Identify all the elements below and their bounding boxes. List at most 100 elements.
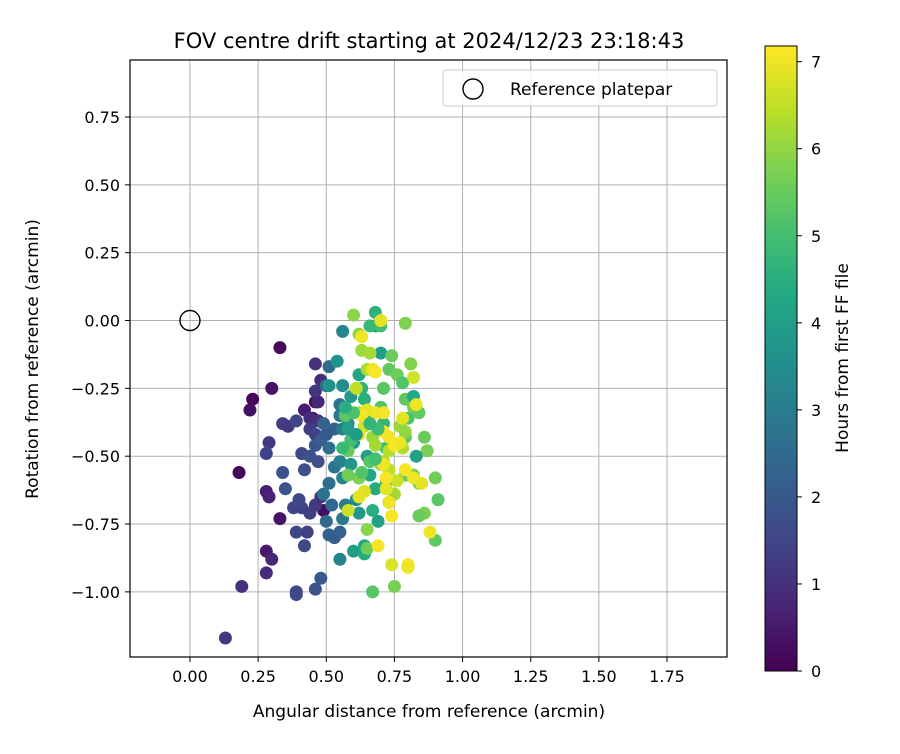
- data-point: [368, 438, 382, 452]
- data-point: [289, 414, 303, 428]
- data-point: [292, 493, 306, 507]
- data-point: [336, 324, 350, 338]
- x-tick-label: 1.50: [581, 667, 617, 686]
- y-tick-label: 0.00: [84, 312, 120, 331]
- data-point: [415, 476, 429, 490]
- reference-point: [179, 309, 201, 332]
- reference-marker: [179, 309, 201, 332]
- data-point: [341, 503, 355, 517]
- x-tick-label: 1.75: [649, 667, 685, 686]
- data-point: [322, 441, 336, 455]
- data-point: [396, 411, 410, 425]
- data-point: [382, 495, 396, 509]
- colorbar: 0 1 2 3 4 5 6 7 Hours from first FF file: [764, 45, 853, 681]
- data-point: [387, 579, 401, 593]
- colorbar-tick-label: 6: [811, 140, 821, 159]
- data-point: [360, 522, 374, 536]
- colorbar-tick-label: 0: [811, 662, 821, 681]
- data-point: [300, 525, 314, 539]
- colorbar-tick-label: 3: [811, 401, 821, 420]
- data-point: [308, 357, 322, 371]
- data-point: [308, 582, 322, 596]
- y-tick-label: 0.75: [84, 108, 120, 127]
- data-point: [360, 541, 374, 555]
- data-point: [333, 552, 347, 566]
- data-point: [352, 506, 366, 520]
- data-point: [338, 400, 352, 414]
- data-point: [322, 379, 336, 393]
- data-point: [314, 433, 328, 447]
- data-point: [431, 493, 445, 507]
- data-point: [297, 539, 311, 553]
- data-point: [265, 381, 279, 395]
- data-point: [317, 487, 331, 501]
- data-point: [317, 417, 331, 431]
- data-point: [428, 471, 442, 485]
- colorbar-tick-label: 1: [811, 575, 821, 594]
- data-point: [366, 503, 380, 517]
- data-point: [390, 474, 404, 488]
- grid-lines: [130, 60, 727, 657]
- y-tick-label: 0.25: [84, 244, 120, 263]
- data-point: [417, 430, 431, 444]
- colorbar-gradient: [764, 45, 798, 672]
- x-tick-label: 0.25: [240, 667, 276, 686]
- x-tick-label: 0.75: [377, 667, 413, 686]
- data-point: [218, 631, 232, 645]
- data-point: [278, 482, 292, 496]
- data-point: [379, 482, 393, 496]
- data-point: [347, 308, 361, 322]
- data-point: [409, 398, 423, 412]
- data-point: [398, 425, 412, 439]
- colorbar-ticks: 0 1 2 3 4 5 6 7: [797, 53, 821, 681]
- data-point: [385, 509, 399, 523]
- data-point: [396, 376, 410, 390]
- y-tick-label: −0.75: [71, 515, 120, 534]
- legend: Reference platepar: [442, 69, 718, 107]
- data-point: [311, 455, 325, 469]
- data-point: [423, 525, 437, 539]
- colorbar-label: Hours from first FF file: [833, 263, 853, 453]
- data-point: [409, 449, 423, 463]
- plot-frame: [129, 59, 728, 658]
- data-point: [393, 436, 407, 450]
- chart-title: FOV centre drift starting at 2024/12/23 …: [174, 29, 685, 53]
- data-point: [374, 314, 388, 328]
- colorbar-tick-label: 4: [811, 314, 821, 333]
- x-axis-ticks: 0.00 0.25 0.50 0.75 1.00 1.25 1.50 1.75: [172, 657, 685, 686]
- data-point: [232, 465, 246, 479]
- data-point: [259, 566, 273, 580]
- y-axis-label: Rotation from reference (arcmin): [23, 219, 43, 499]
- data-point: [276, 465, 290, 479]
- data-point: [333, 525, 347, 539]
- data-point: [379, 471, 393, 485]
- data-point: [385, 349, 399, 363]
- data-point: [366, 585, 380, 599]
- data-point: [420, 444, 434, 458]
- data-point: [357, 392, 371, 406]
- data-point: [336, 379, 350, 393]
- data-point: [243, 403, 257, 417]
- data-point: [273, 512, 287, 526]
- colorbar-tick-label: 2: [811, 488, 821, 507]
- data-point: [344, 457, 358, 471]
- colorbar-tick-label: 5: [811, 227, 821, 246]
- data-point: [368, 365, 382, 379]
- y-axis-ticks: 0.75 0.50 0.25 0.00 −0.25 −0.50 −0.75 −1.00: [71, 108, 130, 602]
- data-point: [341, 468, 355, 482]
- data-point: [333, 455, 347, 469]
- y-tick-label: 0.50: [84, 176, 120, 195]
- legend-marker-reference: [462, 78, 484, 100]
- data-point: [314, 571, 328, 585]
- data-point: [319, 514, 333, 528]
- data-point: [349, 427, 363, 441]
- data-point: [377, 381, 391, 395]
- data-point: [259, 446, 273, 460]
- data-point: [347, 544, 361, 558]
- data-point: [297, 463, 311, 477]
- y-tick-label: −0.25: [71, 379, 120, 398]
- data-point: [235, 579, 249, 593]
- data-point: [368, 482, 382, 496]
- data-point: [407, 370, 421, 384]
